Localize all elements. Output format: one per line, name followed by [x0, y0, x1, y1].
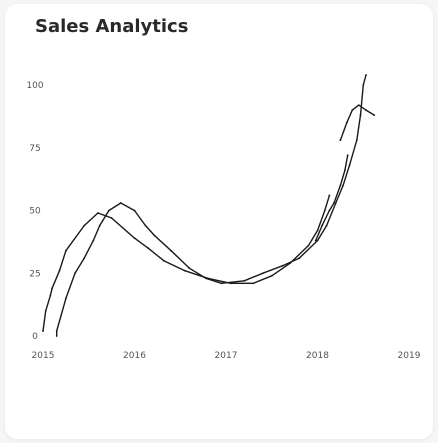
- data-point: [74, 272, 76, 275]
- data-point: [261, 272, 264, 275]
- data-point: [323, 209, 326, 212]
- data-point: [243, 279, 246, 282]
- data-point: [298, 257, 301, 260]
- data-point: [49, 294, 52, 297]
- data-point: [355, 139, 358, 142]
- data-point: [147, 247, 150, 250]
- data-point: [65, 297, 67, 300]
- y-axis-ticks: 0 25 50 75 100: [26, 81, 43, 342]
- data-point: [153, 234, 156, 237]
- series-layer: [42, 74, 376, 337]
- data-point: [328, 209, 331, 212]
- y-tick-label: 25: [29, 269, 40, 279]
- x-axis-ticks: 2015 2016 2017 2018 2019: [32, 351, 421, 361]
- y-tick-label: 75: [29, 144, 40, 154]
- data-point: [357, 104, 360, 106]
- data-point: [365, 74, 367, 76]
- data-point: [373, 114, 376, 116]
- data-point: [108, 209, 110, 212]
- chart-title: Sales Analytics: [35, 16, 189, 37]
- data-point: [42, 330, 44, 332]
- x-tick-label: 2017: [215, 351, 238, 361]
- data-point: [328, 194, 331, 197]
- data-point: [345, 121, 348, 124]
- data-point: [110, 217, 113, 219]
- data-point: [83, 257, 86, 260]
- data-point: [351, 109, 354, 111]
- data-point: [362, 84, 365, 86]
- data-point: [44, 310, 47, 312]
- data-point: [58, 269, 61, 272]
- data-point: [359, 114, 362, 116]
- x-tick-label: 2019: [398, 351, 421, 361]
- data-point: [133, 209, 136, 212]
- data-point: [183, 269, 186, 272]
- series-line-0: [42, 194, 331, 332]
- data-point: [170, 249, 173, 252]
- series-line-3: [339, 104, 375, 141]
- data-point: [144, 224, 147, 227]
- data-point: [281, 264, 284, 267]
- y-tick-label: 0: [32, 332, 38, 342]
- data-point: [252, 282, 255, 285]
- x-tick-label: 2016: [123, 351, 146, 361]
- data-point: [339, 184, 342, 187]
- data-point: [316, 229, 319, 232]
- y-tick-label: 50: [29, 207, 41, 217]
- data-point: [51, 287, 53, 290]
- data-point: [55, 335, 58, 337]
- data-point: [65, 249, 67, 252]
- data-point: [316, 239, 319, 242]
- data-point: [346, 154, 349, 157]
- data-point: [344, 169, 346, 172]
- data-point: [339, 139, 342, 142]
- data-point: [270, 274, 273, 277]
- data-point: [119, 202, 122, 204]
- data-point: [334, 202, 337, 204]
- data-point: [205, 277, 207, 280]
- data-point: [365, 109, 367, 111]
- chart-card: [5, 4, 433, 439]
- data-point: [220, 282, 223, 285]
- data-point: [97, 212, 99, 214]
- series-line-2: [315, 154, 349, 242]
- data-point: [162, 259, 165, 262]
- data-point: [83, 224, 86, 227]
- y-tick-label: 100: [26, 81, 43, 91]
- data-point: [188, 267, 191, 270]
- x-tick-label: 2018: [306, 351, 329, 361]
- data-point: [348, 164, 351, 167]
- data-point: [307, 244, 310, 247]
- data-point: [325, 224, 328, 227]
- x-tick-label: 2015: [32, 351, 55, 361]
- data-point: [55, 330, 58, 332]
- data-point: [342, 184, 344, 187]
- data-point: [314, 239, 317, 242]
- data-point: [98, 224, 101, 227]
- data-point: [92, 239, 95, 242]
- data-point: [321, 224, 323, 227]
- series-line-1: [56, 74, 367, 337]
- data-point: [333, 202, 335, 204]
- data-point: [133, 237, 136, 240]
